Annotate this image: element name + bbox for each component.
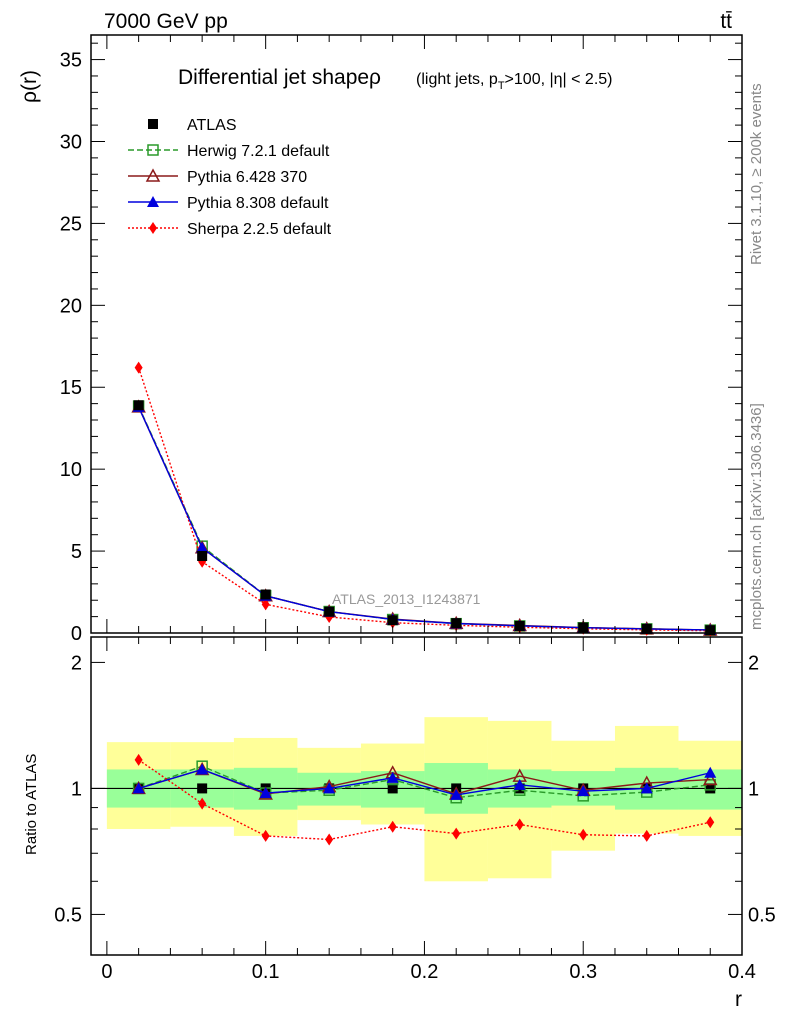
chart-title: Differential jet shapeρ (light jets, pT>… (178, 66, 613, 92)
ratio-point-sherpa (642, 829, 651, 842)
ratio-point-atlas (197, 783, 208, 794)
legend-marker-herwig (147, 144, 159, 156)
ratio-point-pythia8 (259, 787, 272, 799)
legend-marker-atlas (148, 119, 158, 129)
ratio-point-pythia6 (702, 771, 718, 786)
svg-text:Differential jet shapeρ: Differential jet shapeρ (178, 66, 381, 89)
ratio-point-sherpa (579, 828, 588, 841)
ratio-point-atlas (387, 783, 398, 794)
ratio-point-pythia8 (196, 763, 209, 775)
ratio-point-sherpa (706, 816, 715, 829)
point-pythia8 (196, 541, 209, 553)
ratio-y-tick-label-right: 0.5 (748, 904, 776, 926)
energy-label: 7000 GeV pp (104, 10, 228, 33)
ratio-point-pythia8 (577, 785, 590, 797)
ratio-point-pythia8 (132, 782, 145, 794)
ratio-point-pythia8 (386, 771, 399, 783)
ratio-point-pythia8 (323, 782, 336, 794)
point-atlas (197, 550, 208, 561)
ratio-y-tick-label-left: 2 (71, 652, 82, 674)
point-atlas (451, 618, 462, 629)
main-panel-frame (90, 34, 743, 634)
y-tick-label: 25 (60, 213, 82, 235)
ratio-point-sherpa (325, 833, 334, 846)
legend-marker-pythia6 (145, 168, 161, 182)
ratio-y-tick-label-right: 1 (748, 778, 759, 800)
ratio-series-layer (91, 753, 742, 846)
y-tick-label: 35 (60, 50, 82, 72)
x-tick-label: 0 (101, 961, 112, 983)
ratio-line-sherpa (138, 759, 711, 841)
y-tick-label: 10 (60, 459, 82, 481)
axes-layer: 0 0.1 0.2 0.3 0.4 0 5 10 15 20 25 30 35 0.5 0.5 1 1 2 2 (54, 34, 776, 983)
rivet-label: Rivet 3.1.10, ≥ 200k events (748, 83, 765, 265)
y-tick-label: 15 (60, 377, 82, 399)
ratio-point-sherpa (198, 797, 207, 810)
legend-marker-sherpa (149, 222, 157, 234)
point-sherpa (261, 598, 270, 611)
x-tick-label: 0.4 (728, 961, 756, 983)
ratio-point-pythia8 (640, 782, 653, 794)
ratio-point-atlas (705, 783, 716, 794)
mcplots-label: mcplots.cern.ch [arXiv:1306.3436] (748, 403, 765, 630)
x-tick-label: 0.1 (252, 961, 280, 983)
ratio-y-axis-label: Ratio to ATLAS (23, 754, 40, 855)
legend-label-atlas: ATLAS (187, 117, 237, 134)
legend-label-pythia8: Pythia 8.308 default (187, 195, 329, 212)
legend-marker-pythia8 (147, 196, 159, 207)
x-tick-label: 0.2 (411, 961, 439, 983)
ratio-line-pythia8 (138, 768, 711, 796)
legend-label-pythia6: Pythia 6.428 370 (187, 169, 307, 186)
ratio-point-sherpa (134, 753, 143, 766)
y-tick-label: 0 (71, 623, 82, 645)
ratio-y-tick-label-right: 2 (748, 652, 759, 674)
main-y-axis-label: ρ(r) (18, 70, 41, 103)
svg-text:(light jets, pT>100, |η| < 2.5: (light jets, pT>100, |η| < 2.5) (416, 71, 613, 92)
ratio-point-pythia8 (513, 778, 526, 790)
ratio-point-sherpa (515, 818, 524, 831)
point-sherpa (134, 361, 143, 374)
process-label: tt̄ (720, 10, 732, 33)
legend-label-sherpa: Sherpa 2.2.5 default (187, 221, 332, 238)
ratio-y-tick-label-left: 1 (71, 778, 82, 800)
ratio-point-sherpa (261, 829, 270, 842)
ratio-point-sherpa (388, 820, 397, 833)
ratio-line-herwig (138, 765, 711, 799)
ratio-point-pythia8 (704, 766, 717, 778)
y-tick-label: 20 (60, 295, 82, 317)
y-tick-label: 5 (71, 541, 82, 563)
point-atlas (260, 589, 271, 600)
ratio-point-sherpa (452, 827, 461, 840)
point-atlas (387, 615, 398, 626)
point-atlas (133, 400, 144, 411)
y-tick-label: 30 (60, 131, 82, 153)
ratio-panel-frame (90, 636, 743, 956)
legend: ATLAS Herwig 7.2.1 default Pythia 6.428 37… (128, 117, 332, 238)
ratio-y-tick-label-left: 0.5 (54, 904, 82, 926)
x-axis-label: r (735, 988, 742, 1011)
analysis-tag: ATLAS_2013_I1243871 (332, 591, 481, 607)
ratio-point-pythia8 (450, 788, 463, 800)
legend-label-herwig: Herwig 7.2.1 default (187, 143, 330, 160)
point-atlas (324, 606, 335, 617)
point-atlas (514, 620, 525, 631)
x-tick-label: 0.3 (569, 961, 597, 983)
